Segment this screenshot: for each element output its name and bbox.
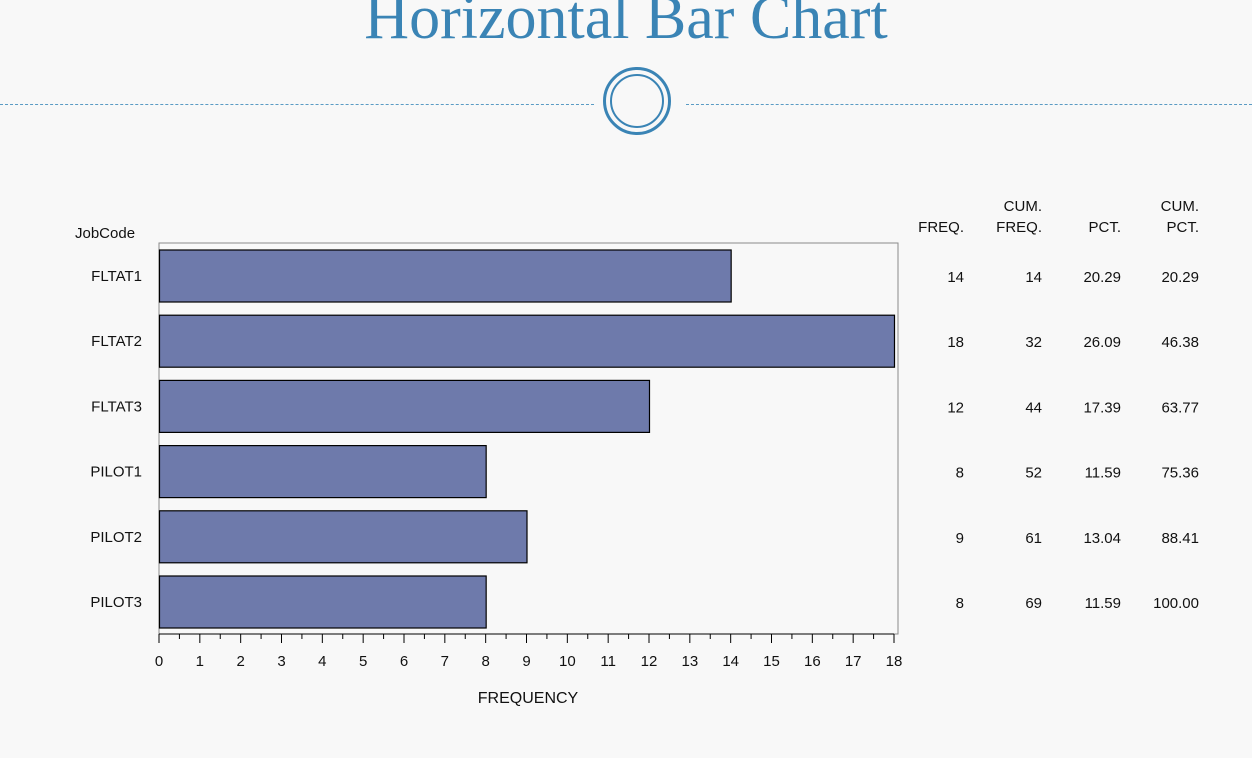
title-divider-left — [0, 104, 594, 105]
stats-cell: 44 — [1025, 399, 1042, 416]
bar — [158, 314, 896, 368]
category-axis-label: JobCode — [75, 225, 135, 242]
x-tick-label: 0 — [155, 653, 163, 670]
stats-header: FREQ. — [996, 219, 1042, 236]
slide-title: Horizontal Bar Chart — [364, 0, 888, 52]
x-tick-label: 11 — [600, 653, 616, 670]
x-tick-label: 12 — [641, 653, 658, 670]
stats-cell: 52 — [1025, 465, 1042, 482]
stats-header: PCT. — [1088, 219, 1121, 236]
bar — [158, 575, 487, 629]
category-label: PILOT1 — [90, 464, 142, 481]
stats-cell: 20.29 — [1083, 269, 1121, 286]
stats-cell: 32 — [1025, 334, 1042, 351]
category-label: PILOT2 — [90, 529, 142, 546]
category-label: FLTAT3 — [91, 398, 142, 415]
stats-cell: 100.00 — [1153, 595, 1199, 612]
stats-cell: 14 — [947, 269, 964, 286]
stats-header: FREQ. — [918, 219, 964, 236]
stats-cell: 8 — [956, 465, 964, 482]
stats-cell: 69 — [1025, 595, 1042, 612]
x-tick-label: 7 — [441, 653, 449, 670]
category-label: FLTAT2 — [91, 333, 142, 350]
x-tick-label: 4 — [318, 653, 326, 670]
x-tick-label: 9 — [522, 653, 530, 670]
stats-cell: 26.09 — [1083, 334, 1121, 351]
category-label: PILOT3 — [90, 594, 142, 611]
x-tick-label: 8 — [481, 653, 489, 670]
x-tick-label: 14 — [722, 653, 739, 670]
x-tick-label: 6 — [400, 653, 408, 670]
circle-ornament-icon — [603, 67, 671, 135]
x-tick-label: 13 — [681, 653, 698, 670]
bar — [158, 379, 651, 433]
x-axis-group: 0 1 2 3 4 5 6 7 8 9 10 11 12 13 14 15 16 17 18 — [155, 633, 903, 670]
stats-cell: 13.04 — [1083, 530, 1121, 547]
category-label: FLTAT1 — [91, 268, 142, 285]
x-tick-label: 15 — [763, 653, 780, 670]
stats-header-line1: CUM. — [1004, 198, 1042, 215]
stats-cell: 88.41 — [1161, 530, 1199, 547]
x-tick-label: 3 — [277, 653, 285, 670]
category-labels-group: FLTAT1 FLTAT2 FLTAT3 PILOT1 PILOT2 PILOT3 — [90, 268, 142, 611]
x-tick-label: 10 — [559, 653, 576, 670]
stats-table: FREQ. CUM. FREQ. PCT. CUM. PCT. 14 14 20.29 20.29… — [918, 198, 1199, 612]
x-tick-label: 1 — [196, 653, 204, 670]
x-tick-label: 18 — [886, 653, 903, 670]
stats-cell: 14 — [1025, 269, 1042, 286]
x-axis-label: FREQUENCY — [478, 690, 579, 707]
bar — [158, 445, 487, 499]
bar — [158, 510, 528, 564]
stats-cell: 17.39 — [1083, 399, 1121, 416]
stats-cell: 61 — [1025, 530, 1042, 547]
stats-header-line1: CUM. — [1161, 198, 1199, 215]
x-tick-label: 2 — [236, 653, 244, 670]
bar — [158, 249, 732, 303]
x-tick-label: 17 — [845, 653, 862, 670]
stats-cell: 11.59 — [1085, 465, 1121, 482]
stats-cell: 18 — [947, 334, 964, 351]
stats-cell: 75.36 — [1161, 465, 1199, 482]
stats-cell: 46.38 — [1161, 334, 1199, 351]
stats-cell: 12 — [947, 399, 964, 416]
x-tick-label: 5 — [359, 653, 367, 670]
stats-cell: 20.29 — [1161, 269, 1199, 286]
stats-header: PCT. — [1166, 219, 1199, 236]
stats-cell: 9 — [956, 530, 964, 547]
stats-cell: 8 — [956, 595, 964, 612]
x-tick-label: 16 — [804, 653, 821, 670]
bars-group — [158, 249, 896, 629]
stats-cell: 63.77 — [1161, 399, 1199, 416]
title-divider-right — [686, 104, 1252, 105]
stats-cell: 11.59 — [1085, 595, 1121, 612]
